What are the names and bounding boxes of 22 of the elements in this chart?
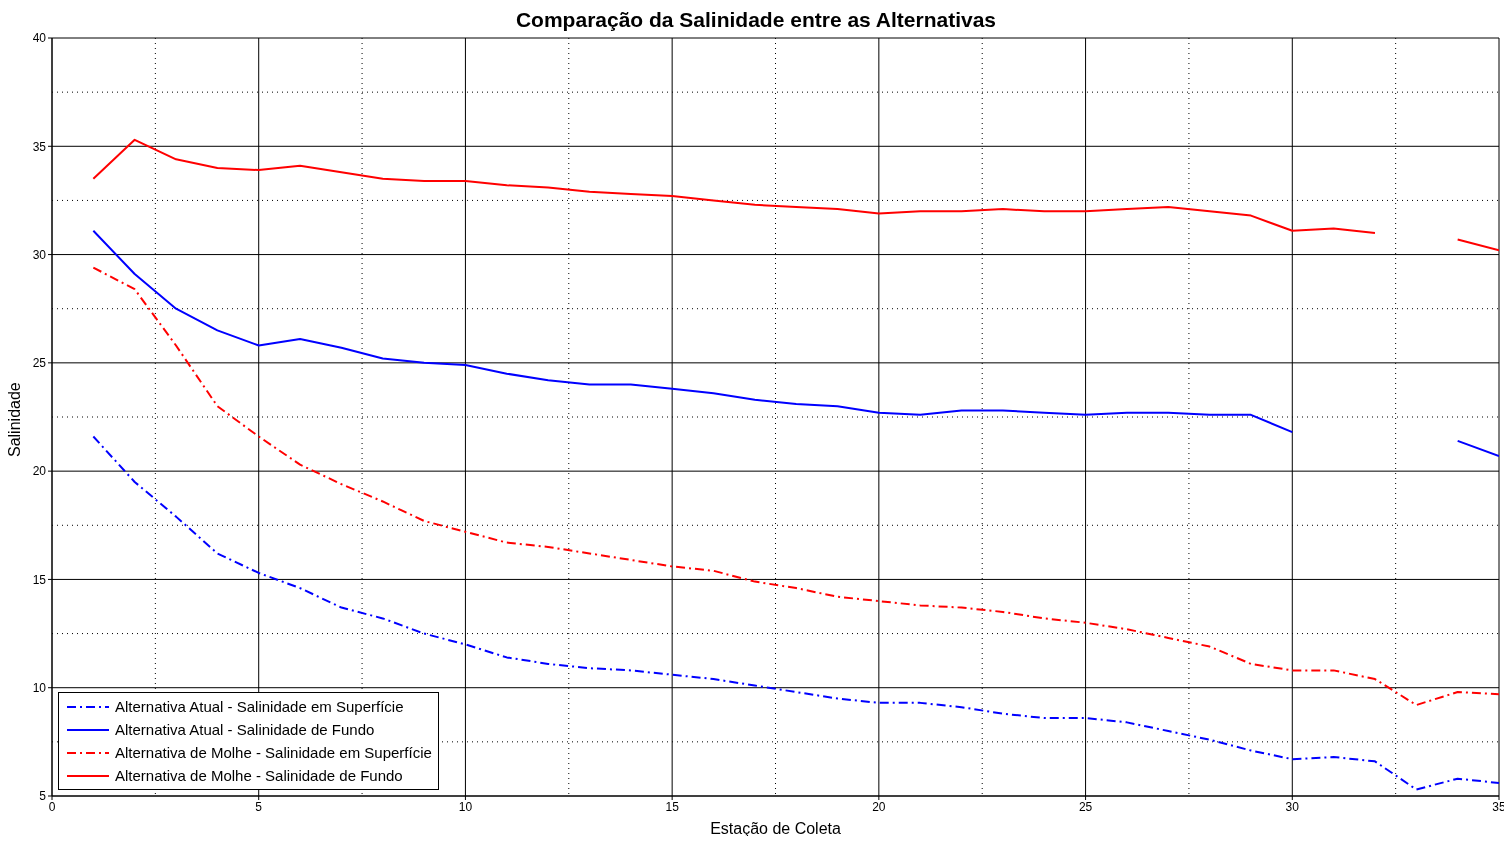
y-tick-label: 40 (32, 31, 47, 46)
x-tick-label: 15 (665, 799, 680, 814)
y-tick-label: 35 (32, 139, 47, 154)
x-tick-label: 30 (1285, 799, 1300, 814)
x-tick-label: 5 (255, 799, 263, 814)
x-tick-label: 10 (458, 799, 473, 814)
legend-label: Alternativa de Molhe - Salinidade em Superfície (115, 744, 432, 761)
legend-label: Alternativa de Molhe - Salinidade de Fundo (115, 767, 403, 784)
legend-label: Alternativa Atual - Salinidade em Superfície (115, 698, 404, 715)
x-tick-label: 25 (1078, 799, 1093, 814)
y-tick-label: 5 (39, 789, 47, 804)
y-tick-label: 20 (32, 464, 47, 479)
legend-label: Alternativa Atual - Salinidade de Fundo (115, 721, 375, 738)
x-tick-label: 0 (48, 799, 56, 814)
line-series (92, 435, 1499, 791)
y-tick-label: 15 (32, 572, 47, 587)
y-axis-title: Salinidade (5, 382, 23, 457)
y-tick-label: 10 (32, 680, 47, 695)
y-tick-label: 30 (32, 247, 47, 262)
x-tick-label: 20 (872, 799, 886, 814)
chart-title: Comparação da Salinidade entre as Alternativas (514, 8, 998, 32)
y-tick-label: 25 (32, 356, 47, 371)
